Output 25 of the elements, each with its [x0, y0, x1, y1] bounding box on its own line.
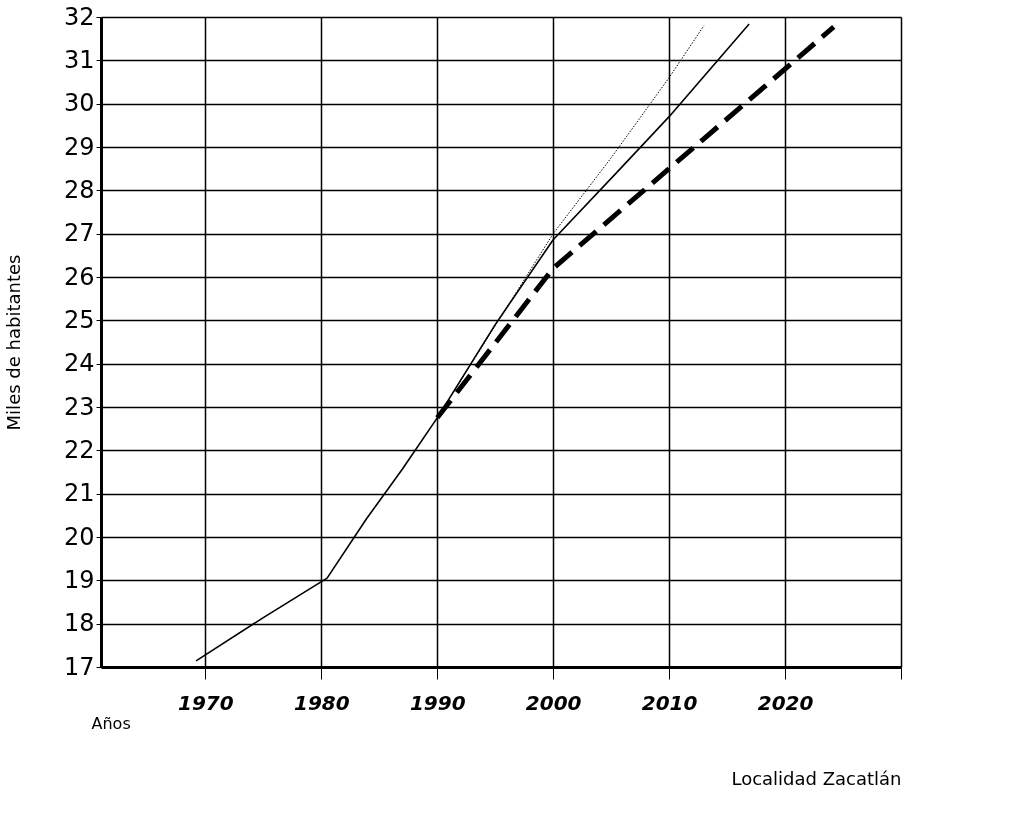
y-tick-label: 23 [63, 392, 95, 421]
x-tick-label: 1990 [409, 690, 466, 715]
y-tick-label: 21 [63, 479, 95, 508]
text: Localidad Zacatlán [731, 768, 902, 789]
x-tick-label: 1970 [178, 690, 234, 715]
y-tick-label: 22 [63, 435, 95, 464]
y-tick-label: 29 [63, 132, 95, 161]
y-tick-label: 27 [63, 219, 95, 248]
y-axis-title: Miles de habitantes [2, 254, 24, 431]
y-tick-label: 25 [63, 305, 95, 334]
y-tick-label: 19 [63, 565, 95, 594]
y-tick-label: 32 [63, 2, 95, 31]
y-tick-label: 30 [63, 89, 95, 118]
y-tick-label: 26 [63, 262, 95, 291]
x-tick-label: 2010 [641, 690, 698, 715]
x-tick-label: 2020 [757, 690, 814, 715]
x-tick-label: 2000 [525, 690, 582, 715]
y-tick-label: 28 [63, 175, 95, 204]
x-tick-label: 1980 [293, 690, 350, 715]
y-tick-label: 24 [63, 349, 95, 378]
y-tick-label: 18 [63, 609, 95, 638]
y-tick-label: 17 [63, 652, 95, 681]
y-tick-label: 20 [63, 522, 95, 551]
y-tick-label: 31 [63, 45, 95, 74]
x-axis-title: Años [91, 713, 131, 733]
